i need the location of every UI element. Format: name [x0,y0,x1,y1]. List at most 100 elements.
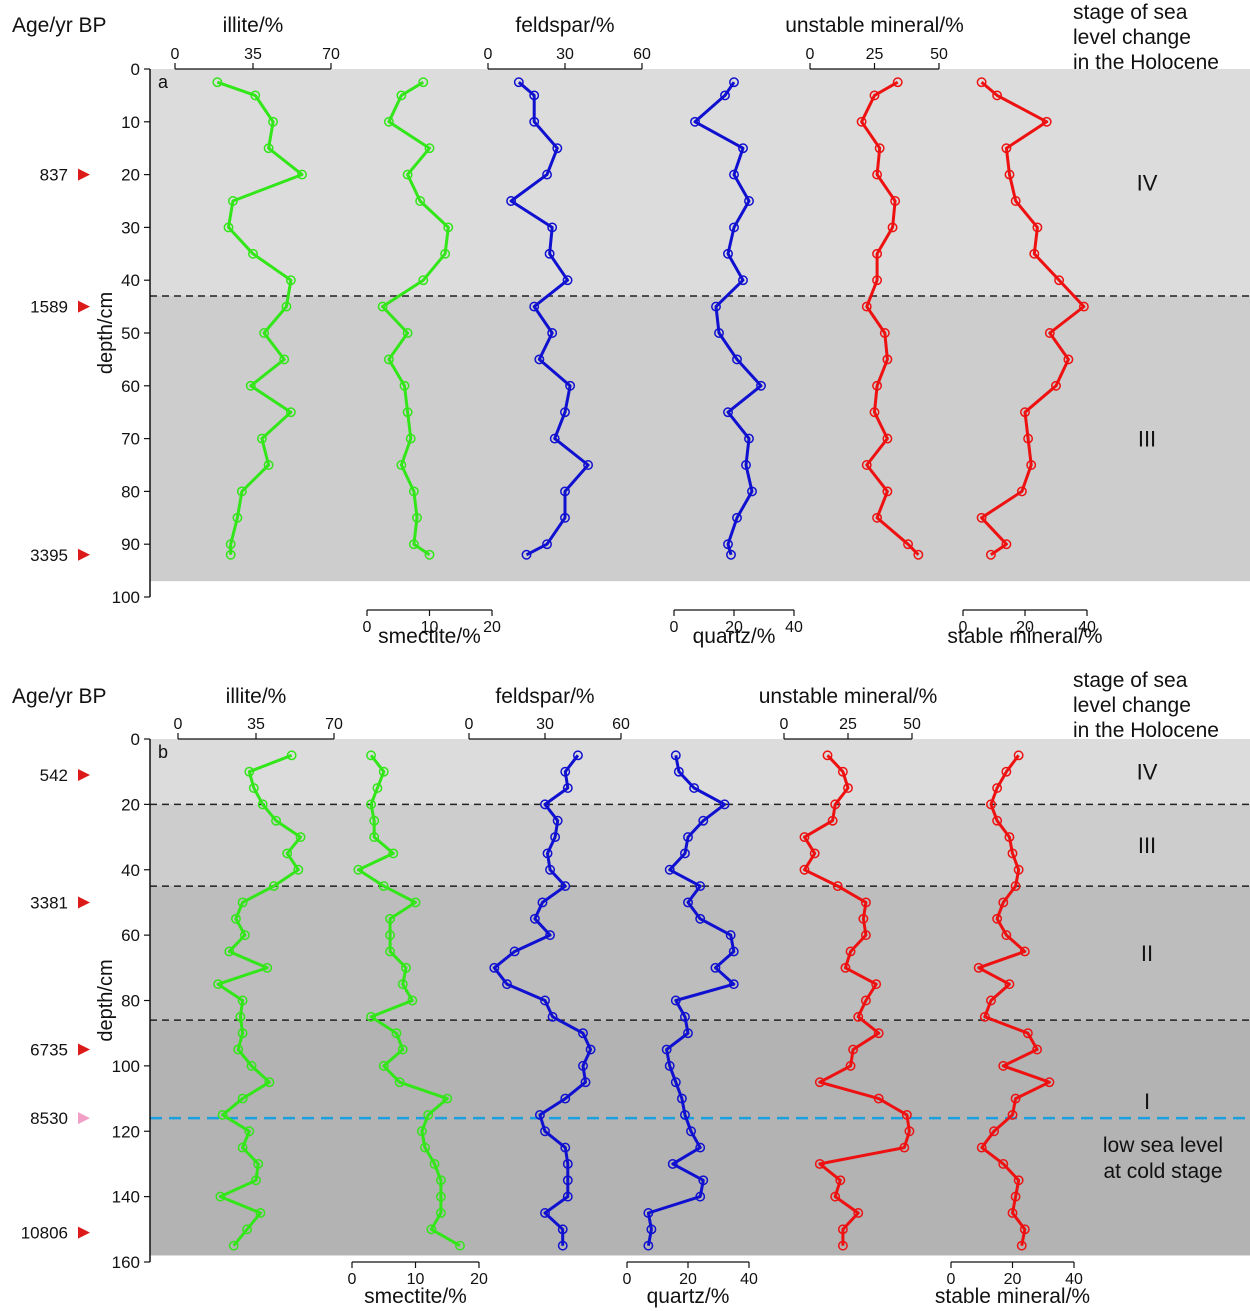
stable-data-point [1013,864,1024,875]
unstable-data-point [822,750,833,761]
unstable-data-point [830,1191,841,1202]
illite-data-point [225,549,236,560]
unstable-series-line [803,754,911,1246]
stable-data-point [1010,1093,1021,1104]
feldspar-data-point [537,897,548,908]
quartz-data-point [689,783,700,793]
zone-band-I [150,1020,1250,1256]
illite-data-point [237,1093,248,1104]
unstable-data-point [872,169,883,180]
illite-data-point [233,1044,244,1055]
illite-data-point [250,90,261,101]
smectite-data-point [405,433,416,444]
stable-data-point [1016,1240,1027,1251]
unstable-data-point [858,913,869,924]
smectite-data-point [377,301,388,312]
illite-data-point [228,1240,239,1251]
zone-band-II [150,886,1250,1021]
depth-tick-label: 10 [121,113,140,132]
smectite-data-point [435,1208,446,1218]
quartz-data-point [710,962,721,973]
illite-data-point [239,930,250,941]
unstable-tick-label: 50 [903,716,921,733]
zone-band-IV [150,69,1250,297]
feldspar-data-point [562,1158,573,1169]
stable-data-point [1026,460,1037,470]
stable-data-point [1023,433,1034,444]
unstable-data-point [860,930,871,941]
stable-axis-title: stable mineral/% [947,625,1102,648]
illite-data-point [259,328,270,338]
illite-data-point [244,766,255,777]
illite-data-point [297,169,307,180]
quartz-data-point [670,995,681,1006]
feldspar-tick-label: 30 [536,716,554,733]
age-label: 3395 [30,546,68,565]
depth-tick-label: 80 [121,482,140,501]
stage-header-line: in the Holocene [1073,51,1219,74]
unstable-axis-title: unstable mineral/% [759,685,938,708]
illite-data-point [295,832,306,843]
quartz-axis-title: quartz/% [693,625,776,648]
age-label: 10806 [21,1224,68,1243]
unstable-data-point [903,539,913,550]
unstable-data-point [872,512,883,523]
quartz-data-point [695,1142,706,1153]
illite-data-point [285,407,296,418]
illite-tick-label: 35 [247,716,265,733]
smectite-data-point [416,1126,427,1137]
unstable-data-point [869,90,880,101]
illite-tick-label: 70 [322,46,340,63]
stable-tick-label: 40 [1078,619,1096,636]
illite-data-point [217,1109,228,1120]
age-header: Age/yr BP [12,685,107,708]
illite-data-point [248,783,259,793]
illite-data-point [263,460,274,470]
illite-data-point [256,433,267,444]
feldspar-data-point [540,995,550,1006]
quartz-data-point [741,460,751,470]
age-header: Age/yr BP [12,14,107,37]
quartz-data-point [729,77,739,88]
stage-header-line: level change [1073,694,1191,717]
unstable-data-point [860,897,871,908]
age-marker-arrow [78,1043,90,1056]
illite-data-point [285,275,296,286]
unstable-tick-label: 50 [930,46,948,63]
unstable-data-point [830,799,841,810]
unstable-data-point [845,1060,856,1071]
feldspar-data-point [502,979,512,990]
feldspar-data-point [560,766,571,777]
age-marker-arrow [78,300,90,313]
unstable-tick-label: 25 [866,46,884,63]
feldspar-data-point [544,248,555,259]
feldspar-data-point [534,354,545,365]
smectite-data-point [407,995,418,1006]
annotation-text: low sea level [1103,1134,1223,1157]
unstable-data-point [853,1011,864,1022]
quartz-data-point [690,116,700,127]
feldspar-axis-title: feldspar/% [495,685,594,708]
depth-tick-label: 80 [121,992,140,1011]
quartz-axis-title: quartz/% [647,1285,730,1308]
illite-data-point [271,815,282,826]
smectite-data-point [410,897,421,908]
unstable-data-point [882,354,893,365]
illite-data-point [286,750,297,761]
zone-label-II: II [1141,941,1153,966]
smectite-data-point [369,832,380,843]
quartz-data-point [720,90,730,101]
illite-data-point [237,897,248,908]
quartz-data-point [683,897,693,908]
smectite-data-point [369,815,380,826]
quartz-tick-label: 20 [679,1271,697,1288]
illite-data-point [237,995,248,1006]
smectite-data-point [383,116,394,127]
stable-tick-label: 20 [1016,619,1034,636]
feldspar-data-point [549,433,560,444]
age-label: 3381 [30,893,68,912]
zone-label-IV: IV [1137,171,1158,196]
illite-data-point [225,539,236,550]
feldspar-data-point [542,539,552,550]
